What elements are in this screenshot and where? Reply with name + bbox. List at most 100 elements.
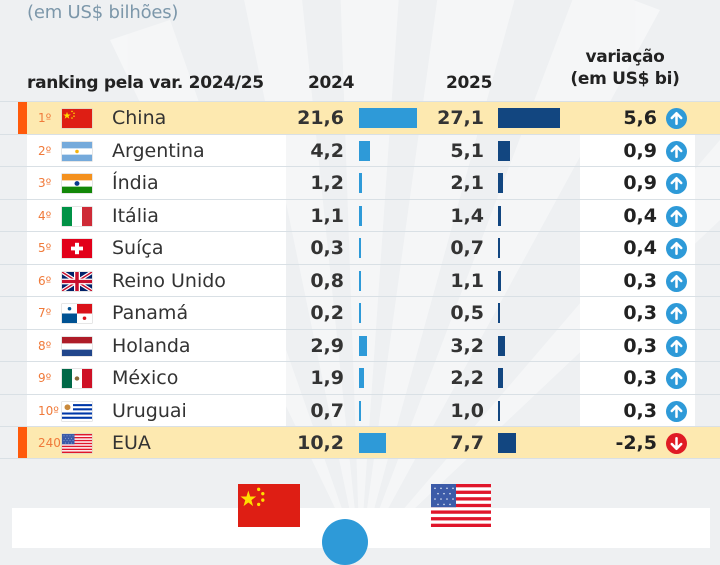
panama-flag-icon <box>62 304 92 323</box>
usa-flag-large <box>431 484 491 527</box>
arrow-up-icon <box>666 173 687 194</box>
comparison-circle-icon <box>322 519 368 565</box>
china-flag-icon <box>62 109 92 128</box>
value-2025: 7,7 <box>450 432 484 454</box>
rank-label: 240º <box>38 436 67 450</box>
variation-value: 0,4 <box>623 204 657 227</box>
header-variation-line2: (em US$ bi) <box>570 69 680 89</box>
rank-label: 2º <box>38 143 52 158</box>
arrow-up-icon <box>666 205 687 227</box>
bar-2024 <box>359 108 417 128</box>
value-2025: 3,2 <box>450 334 484 357</box>
bar-2025 <box>498 368 504 388</box>
country-name: Índia <box>112 172 159 194</box>
bar-2024 <box>359 173 363 193</box>
bar-2024 <box>359 433 387 453</box>
table-row-méxico: 9º México 1,9 2,2 0,3 <box>0 361 720 394</box>
arrow-up-icon <box>666 238 687 259</box>
uk-flag-icon <box>62 271 92 291</box>
table-row-uruguai: 10º Uruguai 0,7 1,0 0,3 <box>0 393 720 426</box>
variation-value: 0,3 <box>623 302 657 324</box>
bar-2025 <box>498 140 510 161</box>
value-2024: 4,2 <box>310 139 344 162</box>
bar-2024 <box>359 140 371 161</box>
country-name: Reino Unido <box>112 269 226 292</box>
table-row-china: 1º China 21,6 27,1 5,6 <box>0 101 720 134</box>
switzerland-flag-icon <box>62 239 92 258</box>
bar-2024 <box>359 270 362 291</box>
country-name: Itália <box>112 204 159 227</box>
variation-value: 0,9 <box>623 172 657 194</box>
highlight-marker <box>18 102 27 134</box>
value-2025: 1,0 <box>450 399 484 422</box>
rank-label: 7º <box>38 306 52 320</box>
variation-value: 0,3 <box>623 399 657 422</box>
header-variation: variação (em US$ bi) <box>570 46 680 90</box>
ranking-table: 1º China 21,6 27,1 5,6 2º Argentina 4,2 5,1 0,9 3º… <box>0 101 720 459</box>
italy-flag-icon <box>62 206 92 226</box>
table-row-panamá: 7º Panamá 0,2 0,5 0,3 <box>0 296 720 329</box>
country-name: China <box>112 107 167 129</box>
bar-2024 <box>359 205 362 226</box>
country-name: Argentina <box>112 139 205 162</box>
bar-2025 <box>498 108 560 128</box>
header-ranking: ranking pela var. 2024/25 <box>27 73 264 93</box>
value-2025: 2,1 <box>450 172 484 194</box>
value-2024: 1,1 <box>310 204 344 227</box>
table-row-eua: 240º EUA 10,2 7,7 -2,5 <box>0 426 720 459</box>
netherlands-flag-icon <box>62 336 92 356</box>
value-2024: 0,2 <box>310 302 344 324</box>
value-2025: 1,1 <box>450 269 484 292</box>
header-2024: 2024 <box>308 73 355 93</box>
argentina-flag-icon <box>62 141 92 161</box>
country-name: Holanda <box>112 334 191 357</box>
variation-value: 5,6 <box>623 107 657 129</box>
value-2024: 1,9 <box>310 367 344 389</box>
table-row-argentina: 2º Argentina 4,2 5,1 0,9 <box>0 133 720 166</box>
variation-value: -2,5 <box>615 432 657 454</box>
country-name: Suíça <box>112 237 164 259</box>
variation-value: 0,3 <box>623 334 657 357</box>
value-2024: 10,2 <box>297 432 344 454</box>
header-2025: 2025 <box>446 73 493 93</box>
rank-label: 5º <box>38 241 52 255</box>
bar-2025 <box>498 270 501 291</box>
table-row-índia: 3º Índia 1,2 2,1 0,9 <box>0 166 720 199</box>
value-2025: 1,4 <box>450 204 484 227</box>
arrow-up-icon <box>666 303 687 324</box>
bar-2025 <box>498 303 500 323</box>
value-2024: 2,9 <box>310 334 344 357</box>
china-flag-large <box>238 484 300 527</box>
arrow-up-icon <box>666 335 687 357</box>
bar-2025 <box>498 205 502 226</box>
value-2024: 21,6 <box>297 107 344 129</box>
variation-value: 0,9 <box>623 139 657 162</box>
bar-2025 <box>498 238 500 258</box>
arrow-up-icon <box>666 140 687 162</box>
variation-value: 0,4 <box>623 237 657 259</box>
bar-2025 <box>498 173 503 193</box>
value-2025: 5,1 <box>450 139 484 162</box>
table-row-itália: 4º Itália 1,1 1,4 0,4 <box>0 198 720 231</box>
rank-label: 3º <box>38 176 52 190</box>
header-variation-line1: variação <box>585 47 665 67</box>
arrow-down-icon <box>666 433 687 454</box>
value-2025: 0,5 <box>450 302 484 324</box>
country-name: Uruguai <box>112 399 187 422</box>
table-row-holanda: 8º Holanda 2,9 3,2 0,3 <box>0 328 720 361</box>
rank-label: 6º <box>38 273 52 288</box>
rank-label: 4º <box>38 208 52 223</box>
rank-label: 9º <box>38 371 52 385</box>
bar-2024 <box>359 303 361 323</box>
bar-2024 <box>359 400 361 421</box>
india-flag-icon <box>62 174 92 193</box>
bar-2024 <box>359 368 365 388</box>
value-2024: 1,2 <box>310 172 344 194</box>
value-2025: 2,2 <box>450 367 484 389</box>
bar-2025 <box>498 433 516 453</box>
mexico-flag-icon <box>62 369 92 388</box>
usa-flag-icon <box>62 434 92 453</box>
table-row-suíça: 5º Suíça 0,3 0,7 0,4 <box>0 231 720 264</box>
rank-label: 8º <box>38 338 52 353</box>
country-name: EUA <box>112 432 151 454</box>
